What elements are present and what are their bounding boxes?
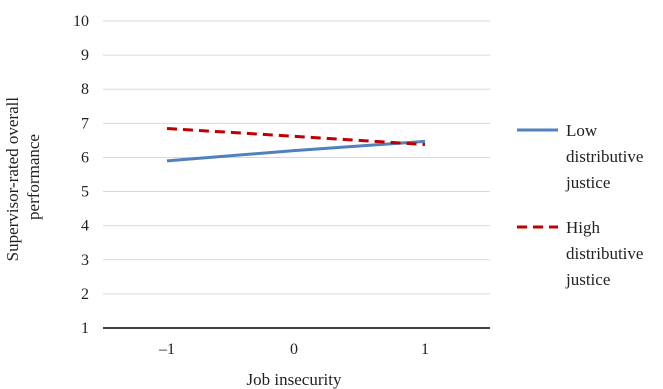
y-axis-title-line-1: Supervisor-rated overall <box>3 97 22 262</box>
legend-label: Low <box>566 121 598 140</box>
series-line-low-distributive-justice <box>166 139 426 163</box>
y-tick-label: 4 <box>81 218 89 235</box>
y-tick-label: 3 <box>81 252 89 269</box>
legend-label: High <box>566 218 601 237</box>
x-tick-label: 0 <box>290 341 298 358</box>
y-tick-label: 5 <box>81 184 89 201</box>
y-tick-labels: 1 2 3 4 5 6 7 8 9 10 <box>73 13 89 337</box>
legend-label: justice <box>565 270 610 289</box>
x-axis-title: Job insecurity <box>247 370 342 389</box>
y-tick-label: 8 <box>81 81 89 98</box>
gridlines <box>103 20 490 295</box>
x-tick-labels: –1 0 1 <box>158 341 429 358</box>
x-tick-label: 1 <box>421 341 429 358</box>
y-tick-label: 1 <box>81 320 89 337</box>
y-tick-label: 9 <box>81 47 89 64</box>
legend-label: distributive <box>566 147 643 166</box>
y-axis-title-line-2: performance <box>24 134 43 220</box>
y-tick-label: 6 <box>81 149 89 166</box>
legend: Low distributive justice High distributive ju… <box>517 121 643 289</box>
y-tick-label: 7 <box>81 115 89 132</box>
series-line-high-distributive-justice <box>166 127 426 146</box>
y-axis-title: Supervisor-rated overall performance <box>3 93 43 262</box>
x-tick-label: –1 <box>158 341 175 358</box>
series-lines <box>166 127 426 163</box>
legend-label: justice <box>565 173 610 192</box>
y-tick-label: 10 <box>73 13 89 30</box>
y-tick-label: 2 <box>81 286 89 303</box>
legend-label: distributive <box>566 244 643 263</box>
